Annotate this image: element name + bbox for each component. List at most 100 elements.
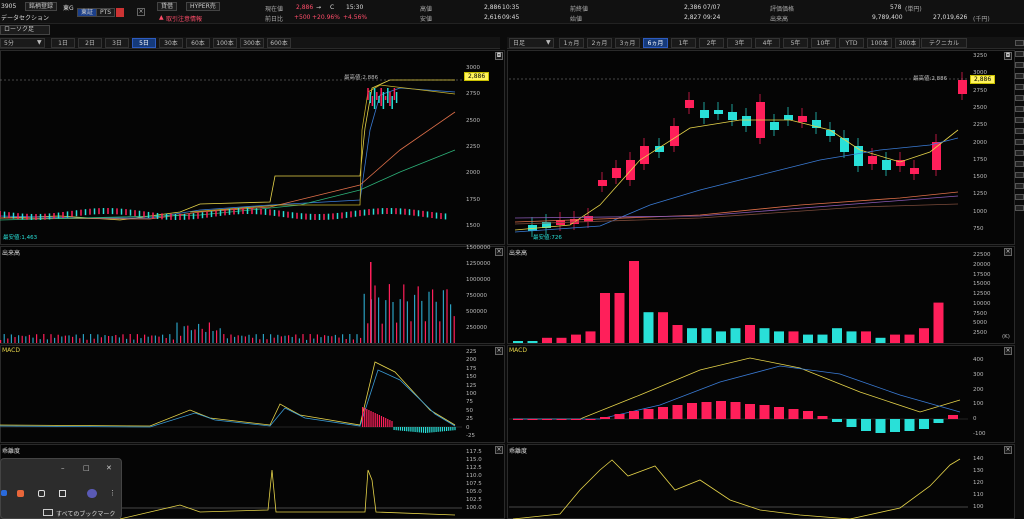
left-volume-bar [259,339,261,343]
left-period-tab[interactable]: 300本 [240,38,264,48]
left-period-tab[interactable]: 2日 [78,38,102,48]
chevron-down-icon[interactable]: ▼ [37,39,42,46]
tool-icon[interactable] [1015,40,1024,46]
tool-icon[interactable] [1015,106,1024,112]
left-price-tick: 2250 [466,144,480,150]
left-volume-bar [108,335,110,343]
camera-icon[interactable]: ◘ [495,52,503,60]
technical-button[interactable]: テクニカル [921,38,967,48]
tool-icon[interactable] [1015,62,1024,68]
left-period-tab[interactable]: 1日 [51,38,75,48]
watchlist-button[interactable]: 銘柄登録 [25,2,58,11]
right-volume-bar [513,341,523,343]
left-period-select[interactable]: 5分 [0,38,45,48]
left-period-tab[interactable]: 5日 [132,38,156,48]
camera-icon[interactable]: ◘ [1004,52,1012,60]
right-volume-bar [861,331,871,343]
close-icon[interactable]: × [1004,347,1012,355]
tool-icon[interactable] [1015,161,1024,167]
tool-icon[interactable] [1015,194,1024,200]
extension-icon[interactable] [17,490,24,497]
left-period-tab[interactable]: 30本 [159,38,183,48]
left-macd-hist [368,410,370,427]
close-icon[interactable]: × [1004,248,1012,256]
right-period-tab[interactable]: 6ヵ月 [643,38,668,48]
more-menu-icon[interactable]: ⋮ [109,489,116,497]
profile-icon[interactable] [87,489,97,498]
right-period-select[interactable]: 日足 [509,38,554,48]
right-period-tab[interactable]: 1ヵ月 [559,38,584,48]
left-volume-bar [21,335,23,343]
chevron-down-icon[interactable]: ▼ [546,39,551,46]
folder-icon[interactable] [43,509,53,516]
close-icon[interactable]: × [1004,446,1012,454]
right-macd-hist [585,419,596,420]
left-period-tab[interactable]: 60本 [186,38,210,48]
close-icon[interactable]: × [137,8,145,16]
right-period-tab[interactable]: 3ヵ月 [615,38,640,48]
tool-icon[interactable] [1015,73,1024,79]
left-period-tab[interactable]: 3日 [105,38,129,48]
tool-icon[interactable] [1015,205,1024,211]
extension-icon[interactable] [38,490,45,497]
warning-icon: ▲ [159,14,164,21]
turnover-value: 27,019,626 [933,14,968,21]
tool-icon[interactable] [1015,51,1024,57]
credit-button[interactable]: 貸借 [157,2,178,11]
close-icon[interactable]: × [495,248,503,256]
right-period-tab[interactable]: 2年 [699,38,724,48]
tool-icon[interactable] [1015,84,1024,90]
left-volume-bar [169,334,171,343]
right-volume-tick: 10000 [973,300,991,307]
change-pct: +20.96% [312,14,340,21]
left-volume-panel [0,246,505,344]
right-period-tab[interactable]: 5年 [783,38,808,48]
tool-icon[interactable] [1015,128,1024,134]
right-period-tab[interactable]: 10年 [811,38,836,48]
right-candle [882,160,891,170]
left-macd-hist [397,427,399,431]
tool-icon[interactable] [1015,117,1024,123]
tool-icon[interactable] [1015,139,1024,145]
puzzle-icon[interactable] [59,490,66,497]
close-icon[interactable]: × [495,347,503,355]
tool-icon[interactable] [1015,172,1024,178]
left-period-tab[interactable]: 600本 [267,38,291,48]
minimize-icon[interactable]: – [61,464,65,472]
right-period-tab[interactable]: 300本 [895,38,920,48]
right-period-tab[interactable]: 4年 [755,38,780,48]
right-candle [958,80,967,94]
tool-icon[interactable] [1015,183,1024,189]
right-candle [840,138,849,152]
tool-icon[interactable] [1015,95,1024,101]
news-icon[interactable] [116,8,124,17]
right-period-tab[interactable]: YTD [839,38,864,48]
pts-button[interactable]: PTS [96,8,116,17]
right-period-tab[interactable]: 2ヵ月 [587,38,612,48]
right-period-tab[interactable]: 3年 [727,38,752,48]
left-volume-bar [151,335,153,343]
left-macd-hist [380,416,383,427]
right-rsi-tick: 100 [973,504,984,510]
bookmark-label[interactable]: すべてのブックマーク [56,511,116,518]
tool-icon[interactable] [1015,150,1024,156]
chart-type-select[interactable]: ローソク足 [0,25,50,35]
hyper-sell-button[interactable]: HYPER売 [186,2,220,11]
left-macd-hist [414,427,416,432]
right-period-tab[interactable]: 1年 [671,38,696,48]
left-volume-bar [82,334,84,343]
left-volume-bar [190,330,192,343]
right-period-tab[interactable]: 100本 [867,38,892,48]
left-macd-hist [439,427,441,432]
left-macd-hist [378,415,380,427]
close-icon[interactable]: ✕ [106,464,112,472]
left-volume-bar [414,294,416,343]
right-macd-hist [687,403,697,419]
extension-icon[interactable] [1,490,7,496]
warning-label[interactable]: 取引注意情報 [166,16,203,23]
maximize-icon[interactable]: □ [83,464,90,472]
left-volume-bar [10,334,12,343]
left-period-tab[interactable]: 100本 [213,38,237,48]
right-volume-unit: (K) [1002,334,1010,340]
close-icon[interactable]: × [495,446,503,454]
